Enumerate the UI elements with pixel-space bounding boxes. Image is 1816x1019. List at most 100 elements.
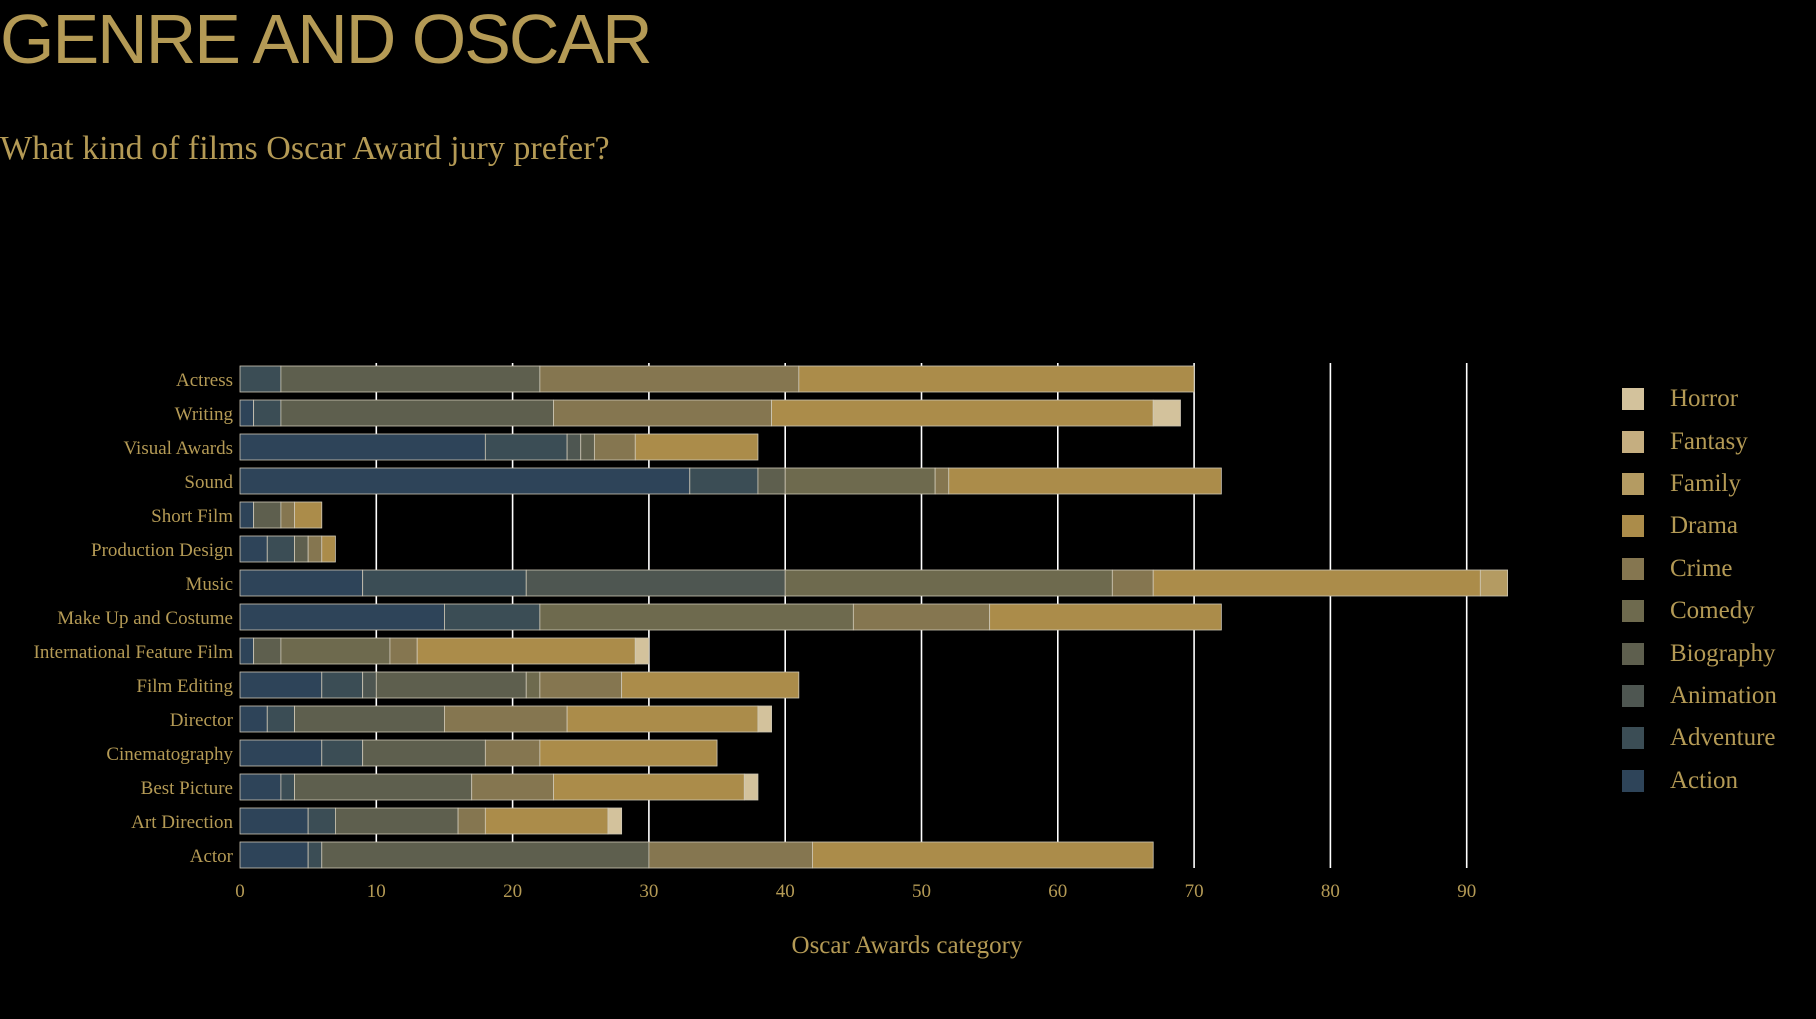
bar-segment-drama [539,739,718,767]
bar-segment-biography [362,739,486,767]
bar-segment-action [239,467,691,495]
bar-segment-adventure [321,739,364,767]
x-tick-label: 30 [639,881,658,902]
x-tick-label: 10 [367,881,386,902]
x-axis-title: Oscar Awards category [792,932,1023,959]
bar-segment-action [239,433,486,461]
bar-segment-crime [553,399,772,427]
legend-label: Comedy [1670,597,1755,625]
bar-segment-comedy [539,603,854,631]
bar-segment-drama [484,807,609,835]
category-label: Director [170,710,234,731]
bar-segment-horror [634,637,650,665]
category-label: Film Editing [136,676,233,697]
legend-item: Animation [1622,675,1812,717]
legend-swatch [1622,684,1644,707]
x-tick-label: 40 [776,881,795,902]
bar-segment-action [239,773,282,801]
legend: Horror Fantasy Family Drama Crime Comedy Biogr… [1622,378,1812,802]
bar-segment-drama [566,705,759,733]
bar-segment-action [239,671,323,699]
legend-swatch [1622,388,1644,411]
bar-segment-biography [280,365,541,393]
bar-segment-crime [280,501,295,529]
bar-segment-biography [253,501,282,529]
bar-segment-action [239,705,268,733]
bar-segment-crime [539,365,800,393]
legend-swatch [1622,472,1644,495]
bar-segment-drama [634,433,759,461]
legend-label: Fantasy [1670,427,1748,455]
bar-segment-horror [757,705,772,733]
bar-segment-adventure [444,603,541,631]
bar-segment-action [239,807,309,835]
legend-label: Action [1670,766,1739,794]
bar-segment-biography [294,535,309,563]
bars [239,365,1508,869]
legend-item: Comedy [1622,590,1812,632]
legend-label: Family [1670,469,1741,497]
bar-segment-biography [580,433,595,461]
bar-segment-crime [1111,569,1154,597]
bar-segment-crime [852,603,991,631]
category-label: International Feature Film [34,642,234,663]
bar-segment-drama [416,637,636,665]
legend-swatch [1622,769,1644,792]
bar-segment-crime [389,637,418,665]
bar-segment-action [239,535,268,563]
legend-label: Horror [1670,385,1739,413]
bar-segment-biography [294,773,473,801]
bar-segment-crime [444,705,568,733]
legend-item: Crime [1622,548,1812,590]
bar-segment-horror [743,773,759,801]
bar-segment-drama [621,671,800,699]
legend-swatch [1622,642,1644,665]
category-label: Cinematography [106,744,233,765]
bar-segment-adventure [689,467,759,495]
legend-item: Horror [1622,378,1812,420]
bar-segment-action [239,603,445,631]
bar-segment-biography [375,671,527,699]
bar-segment-comedy [525,671,541,699]
bar-segment-animation [362,671,377,699]
category-label: Actor [190,846,234,867]
bar-segment-adventure [266,535,295,563]
bar-segment-action [239,637,255,665]
bar-segment-drama [798,365,1195,393]
category-label: Short Film [151,506,233,527]
category-label: Visual Awards [123,438,233,459]
legend-item: Family [1622,463,1812,505]
bar-segment-crime [471,773,554,801]
x-tick-label: 50 [912,881,931,902]
legend-item: Biography [1622,632,1812,674]
bar-segment-animation [525,569,786,597]
bar-segment-horror [1152,399,1181,427]
bar-segment-drama [948,467,1222,495]
bar-segment-action [239,501,255,529]
legend-label: Adventure [1670,724,1776,752]
category-label: Make Up and Costume [57,608,233,629]
bar-segment-biography [335,807,459,835]
bar-segment-adventure [484,433,568,461]
bar-segment-drama [989,603,1222,631]
bar-segment-biography [294,705,445,733]
category-label: Art Direction [131,812,233,833]
bar-segment-crime [457,807,486,835]
bar-segment-adventure [362,569,527,597]
legend-item: Fantasy [1622,420,1812,462]
legend-swatch [1622,557,1644,580]
bar-segment-drama [1152,569,1481,597]
legend-item: Adventure [1622,717,1812,759]
legend-swatch [1622,430,1644,453]
page-title: GENRE AND OSCAR [0,0,653,78]
category-label: Sound [184,472,233,493]
bar-segment-comedy [784,467,936,495]
x-tick-label: 60 [1048,881,1067,902]
category-label: Production Design [91,540,233,561]
bar-segment-crime [307,535,323,563]
bar-segment-comedy [784,569,1113,597]
bar-segment-biography [321,841,650,869]
bar-segment-drama [812,841,1154,869]
bar-segment-action [239,739,323,767]
